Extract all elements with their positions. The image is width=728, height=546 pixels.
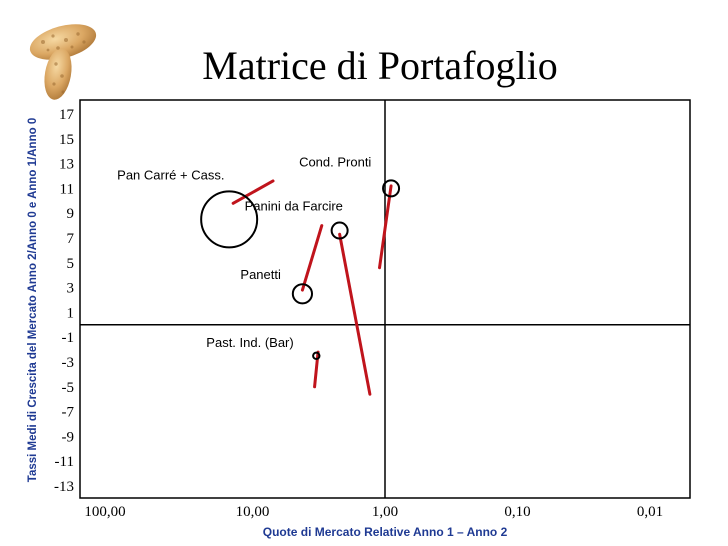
- y-tick-label: -9: [62, 429, 75, 445]
- data-bubble: [312, 351, 321, 360]
- data-bubble: [382, 179, 401, 198]
- y-tick-label: 15: [59, 132, 74, 148]
- y-tick-label: 11: [60, 181, 74, 197]
- data-bubble: [330, 221, 349, 240]
- y-tick-label: 1: [67, 305, 75, 321]
- bubble-label: Panetti: [240, 267, 281, 282]
- y-tick-label: -7: [62, 405, 75, 421]
- data-bubble: [291, 283, 314, 305]
- chart-title: Matrice di Portafoglio: [202, 43, 558, 88]
- x-tick-label: 10,00: [236, 504, 270, 520]
- bubble-label: Past. Ind. (Bar): [206, 335, 293, 350]
- x-axis-label: Quote di Mercato Relative Anno 1 – Anno …: [262, 525, 508, 539]
- y-tick-label: 3: [67, 281, 75, 297]
- y-tick-label: 9: [67, 206, 75, 222]
- y-tick-label: -1: [62, 330, 75, 346]
- trend-line: [231, 179, 275, 205]
- x-tick-label: 0,10: [504, 504, 530, 520]
- bubble-label: Cond. Pronti: [299, 154, 371, 169]
- trend-line: [300, 224, 324, 292]
- y-tick-label: 5: [67, 256, 75, 272]
- trend-line: [313, 350, 320, 389]
- y-tick-label: -11: [55, 454, 74, 470]
- bread-logo-icon: [18, 14, 108, 109]
- x-tick-label: 100,00: [84, 504, 125, 520]
- data-bubble: [200, 190, 259, 249]
- x-tick-label: 0,01: [637, 504, 663, 520]
- y-tick-label: -13: [54, 479, 74, 495]
- y-tick-label: -5: [62, 380, 75, 396]
- y-tick-label: 17: [59, 107, 75, 123]
- trend-line: [338, 232, 372, 396]
- trend-line: [378, 184, 393, 270]
- bubble-label: Panini da Farcire: [245, 199, 343, 214]
- bubble-label: Pan Carré + Cass.: [117, 167, 224, 182]
- y-tick-label: 7: [67, 231, 75, 247]
- x-tick-label: 1,00: [372, 504, 398, 520]
- y-tick-label: -3: [62, 355, 75, 371]
- y-tick-label: 13: [59, 157, 74, 173]
